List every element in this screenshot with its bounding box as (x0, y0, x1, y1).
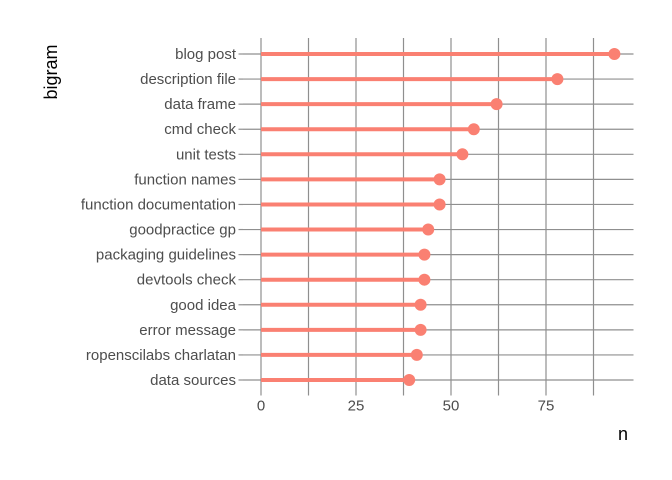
category-label: function names (134, 171, 236, 188)
lollipop-dot (456, 148, 469, 161)
category-label: packaging guidelines (96, 247, 236, 264)
category-label: goodpractice gp (129, 222, 236, 239)
lollipop-dot (414, 298, 427, 311)
category-label: data frame (164, 96, 236, 113)
category-label: data sources (150, 372, 236, 389)
category-label: error message (139, 322, 236, 339)
lollipop-dot (433, 173, 446, 186)
lollipop-dot (403, 374, 416, 387)
y-axis-title: bigram (41, 44, 61, 99)
lollipops (261, 48, 621, 387)
lollipop-dot (418, 273, 431, 286)
lollipop-dot (467, 123, 480, 136)
lollipop-dot (418, 248, 431, 261)
category-label: cmd check (164, 121, 236, 138)
category-label: description file (140, 71, 236, 88)
lollipop-dot (551, 73, 564, 86)
x-tick-label: 50 (443, 398, 460, 415)
lollipop-dot (433, 198, 446, 211)
lollipop-dot (490, 98, 503, 111)
x-tick-label: 75 (538, 398, 555, 415)
category-label: blog post (175, 46, 237, 63)
lollipop-dot (410, 348, 423, 361)
lollipop-dot (414, 323, 427, 336)
category-label: unit tests (176, 146, 236, 163)
lollipop-dot (608, 48, 621, 60)
category-label: function documentation (81, 196, 236, 213)
category-label: ropenscilabs charlatan (86, 347, 236, 364)
category-label: good idea (170, 297, 237, 314)
category-label: devtools check (137, 272, 237, 289)
x-axis-title: n (618, 424, 628, 444)
axis-labels: blog post description file data frame cmd c… (81, 46, 595, 415)
x-tick-label: 25 (348, 398, 365, 415)
x-tick-label: 0 (257, 398, 265, 415)
lollipop-dot (422, 223, 435, 236)
